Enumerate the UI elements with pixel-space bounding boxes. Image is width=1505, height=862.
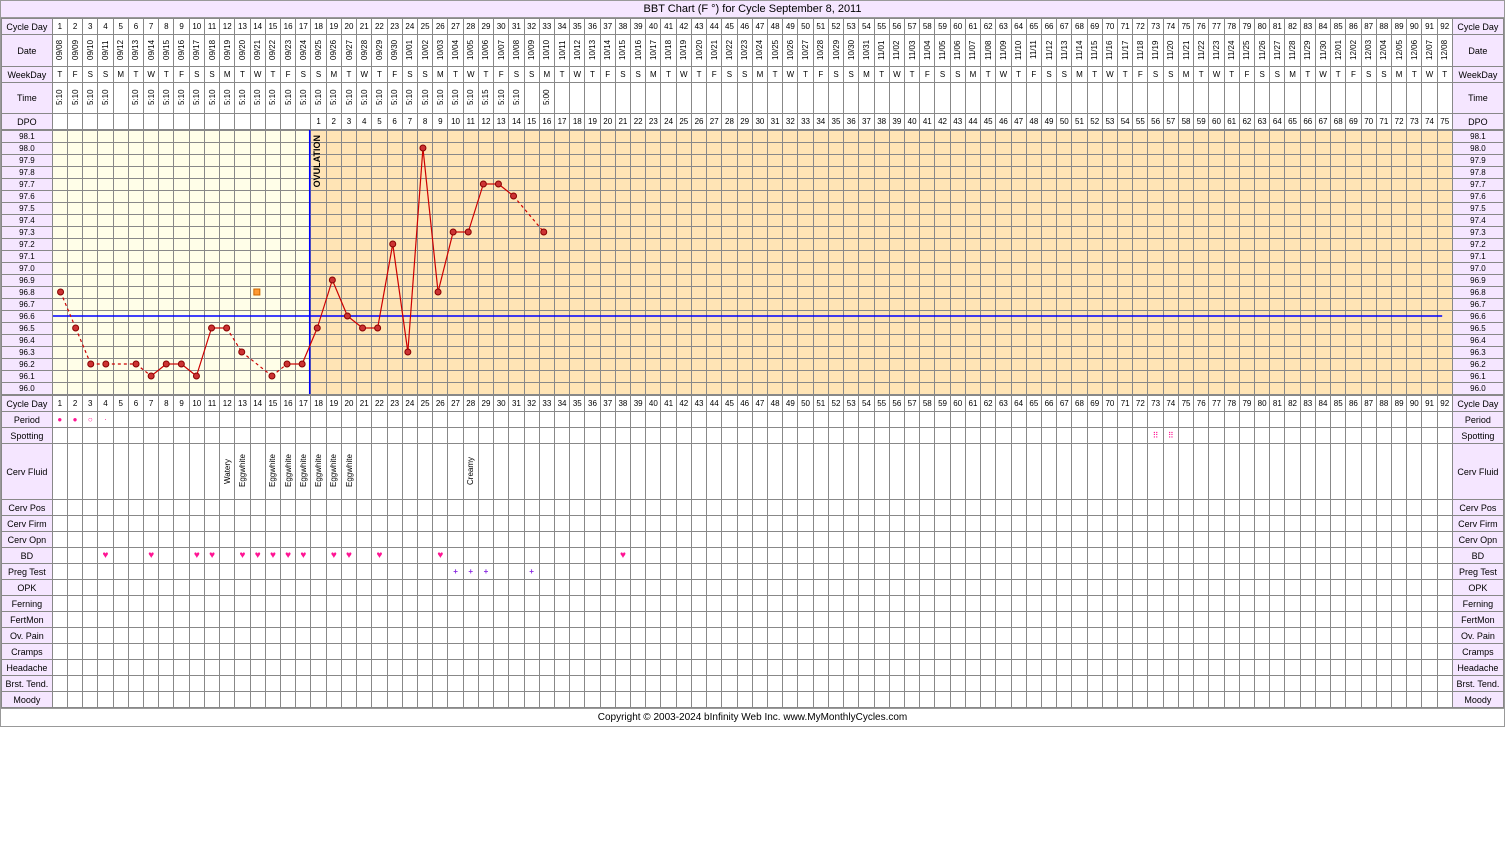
- temp-label-96.9-right: 96.9: [1452, 275, 1503, 287]
- temp-label-97.3-right: 97.3: [1452, 227, 1503, 239]
- temp-label-96.4-right: 96.4: [1452, 335, 1503, 347]
- ovulation-label: OVULATION: [312, 135, 322, 187]
- temp-label-96.9: 96.9: [2, 275, 53, 287]
- label-opk-right: OPK: [1452, 580, 1503, 596]
- temp-label-97.8-right: 97.8: [1452, 167, 1503, 179]
- bbt-chart: BBT Chart (F °) for Cycle September 8, 2…: [0, 0, 1505, 727]
- temp-label-96.7-right: 96.7: [1452, 299, 1503, 311]
- label-moody: Moody: [2, 692, 53, 708]
- label-cycleday-right: Cycle Day: [1452, 19, 1503, 35]
- label-period-right: Period: [1452, 412, 1503, 428]
- temp-label-96.0: 96.0: [2, 383, 53, 395]
- temp-label-96.6-right: 96.6: [1452, 311, 1503, 323]
- label-cramps-right: Cramps: [1452, 644, 1503, 660]
- temp-label-96.3: 96.3: [2, 347, 53, 359]
- temp-chart-area: OVULATION 98.198.198.098.097.997.997.897…: [1, 130, 1504, 395]
- label-cervfirm: Cerv Firm: [2, 516, 53, 532]
- symptom-table: Cycle Day1234567891011121314151617181920…: [1, 395, 1504, 708]
- temp-label-97.5-right: 97.5: [1452, 203, 1503, 215]
- label-fertmon: FertMon: [2, 612, 53, 628]
- label-fertmon-right: FertMon: [1452, 612, 1503, 628]
- temp-label-97.2-right: 97.2: [1452, 239, 1503, 251]
- temp-label-97.9-right: 97.9: [1452, 155, 1503, 167]
- label-cervopn-right: Cerv Opn: [1452, 532, 1503, 548]
- label-bd: BD: [2, 548, 53, 564]
- temp-label-96.8-right: 96.8: [1452, 287, 1503, 299]
- temp-label-97.0-right: 97.0: [1452, 263, 1503, 275]
- label-spotting-right: Spotting: [1452, 428, 1503, 444]
- label-cervpos: Cerv Pos: [2, 500, 53, 516]
- temp-label-97.1-right: 97.1: [1452, 251, 1503, 263]
- label-cervfluid-right: Cerv Fluid: [1452, 444, 1503, 500]
- label-spotting: Spotting: [2, 428, 53, 444]
- temp-grid: 98.198.198.098.097.997.997.897.897.797.7…: [1, 130, 1504, 395]
- label-cervopn: Cerv Opn: [2, 532, 53, 548]
- label-dpo: DPO: [2, 114, 53, 130]
- temp-label-97.9: 97.9: [2, 155, 53, 167]
- label-cervfirm-right: Cerv Firm: [1452, 516, 1503, 532]
- label-ferning-right: Ferning: [1452, 596, 1503, 612]
- temp-label-96.7: 96.7: [2, 299, 53, 311]
- label-headache: Headache: [2, 660, 53, 676]
- temp-label-96.1-right: 96.1: [1452, 371, 1503, 383]
- label-cervpos-right: Cerv Pos: [1452, 500, 1503, 516]
- label-cramps: Cramps: [2, 644, 53, 660]
- footer: Copyright © 2003-2024 bInfinity Web Inc.…: [1, 708, 1504, 726]
- temp-label-97.6: 97.6: [2, 191, 53, 203]
- temp-label-97.2: 97.2: [2, 239, 53, 251]
- temp-label-98.1: 98.1: [2, 131, 53, 143]
- temp-label-96.2: 96.2: [2, 359, 53, 371]
- temp-label-98.1-right: 98.1: [1452, 131, 1503, 143]
- temp-label-96.3-right: 96.3: [1452, 347, 1503, 359]
- temp-label-98.0: 98.0: [2, 143, 53, 155]
- temp-label-96.0-right: 96.0: [1452, 383, 1503, 395]
- temp-label-96.2-right: 96.2: [1452, 359, 1503, 371]
- label-dpo-right: DPO: [1452, 114, 1503, 130]
- label-cervfluid: Cerv Fluid: [2, 444, 53, 500]
- label-cycleday: Cycle Day: [2, 19, 53, 35]
- chart-title: BBT Chart (F °) for Cycle September 8, 2…: [1, 1, 1504, 18]
- label-date: Date: [2, 35, 53, 67]
- temp-label-96.1: 96.1: [2, 371, 53, 383]
- temp-label-97.7-right: 97.7: [1452, 179, 1503, 191]
- temp-label-97.4: 97.4: [2, 215, 53, 227]
- label-moody-right: Moody: [1452, 692, 1503, 708]
- temp-label-97.3: 97.3: [2, 227, 53, 239]
- label-weekday-right: WeekDay: [1452, 67, 1503, 83]
- label-pregtest: Preg Test: [2, 564, 53, 580]
- label-opk: OPK: [2, 580, 53, 596]
- temp-label-97.8: 97.8: [2, 167, 53, 179]
- temp-label-96.8: 96.8: [2, 287, 53, 299]
- temp-label-97.4-right: 97.4: [1452, 215, 1503, 227]
- label-pregtest-right: Preg Test: [1452, 564, 1503, 580]
- temp-label-97.1: 97.1: [2, 251, 53, 263]
- temp-label-96.5-right: 96.5: [1452, 323, 1503, 335]
- temp-label-96.6: 96.6: [2, 311, 53, 323]
- temp-label-96.5: 96.5: [2, 323, 53, 335]
- temp-label-96.4: 96.4: [2, 335, 53, 347]
- temp-label-98.0-right: 98.0: [1452, 143, 1503, 155]
- label-weekday: WeekDay: [2, 67, 53, 83]
- label-ovpain-right: Ov. Pain: [1452, 628, 1503, 644]
- label-cycleday2-right: Cycle Day: [1452, 396, 1503, 412]
- label-period: Period: [2, 412, 53, 428]
- label-time-right: Time: [1452, 83, 1503, 114]
- label-brsttend: Brst. Tend.: [2, 676, 53, 692]
- label-time: Time: [2, 83, 53, 114]
- label-brsttend-right: Brst. Tend.: [1452, 676, 1503, 692]
- header-table: Cycle Day1234567891011121314151617181920…: [1, 18, 1504, 130]
- label-date-right: Date: [1452, 35, 1503, 67]
- temp-label-97.5: 97.5: [2, 203, 53, 215]
- label-ovpain: Ov. Pain: [2, 628, 53, 644]
- label-headache-right: Headache: [1452, 660, 1503, 676]
- temp-label-97.7: 97.7: [2, 179, 53, 191]
- label-bd-right: BD: [1452, 548, 1503, 564]
- label-cycleday2: Cycle Day: [2, 396, 53, 412]
- label-ferning: Ferning: [2, 596, 53, 612]
- temp-label-97.0: 97.0: [2, 263, 53, 275]
- temp-label-97.6-right: 97.6: [1452, 191, 1503, 203]
